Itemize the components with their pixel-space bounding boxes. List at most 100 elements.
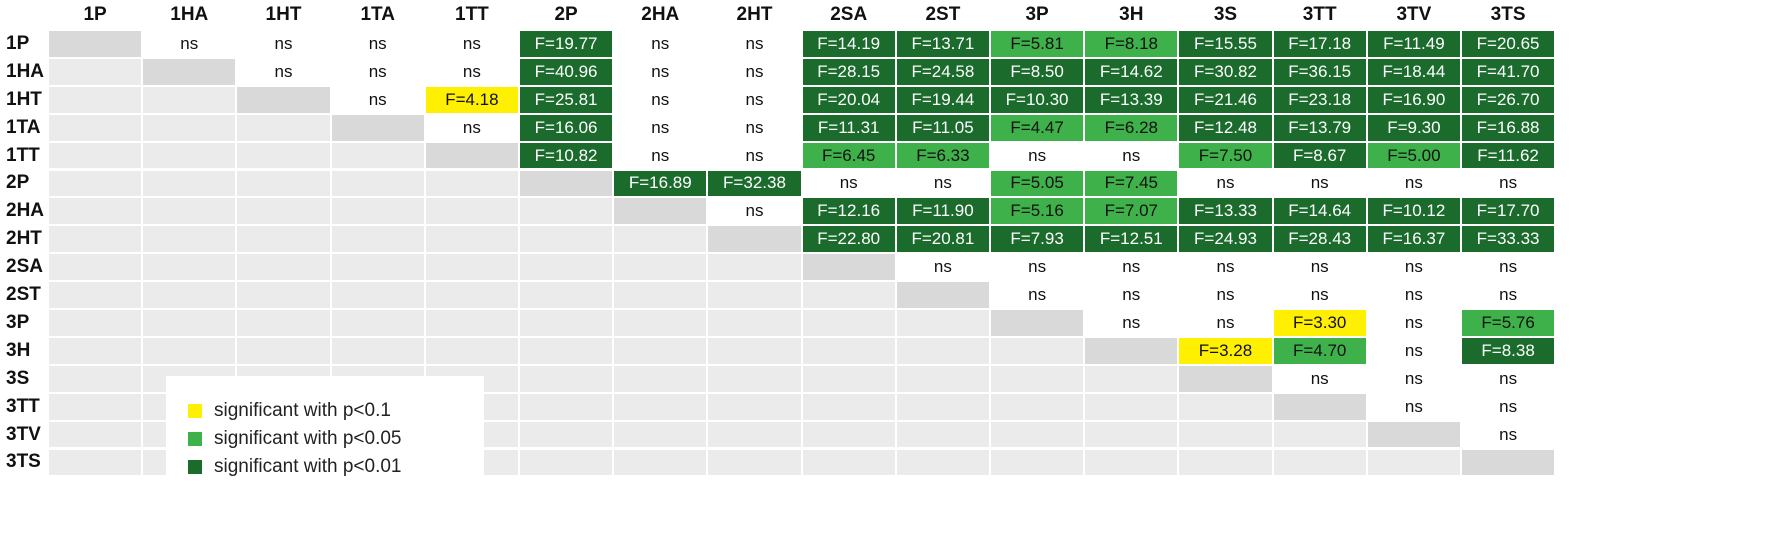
- empty-cell: [613, 336, 708, 365]
- empty-cell: [707, 309, 802, 337]
- matrix-cell: F=11.62: [1461, 141, 1556, 170]
- matrix-cell: F=5.76: [1461, 309, 1556, 337]
- legend-label: significant with p<0.01: [214, 455, 402, 477]
- empty-cell: [707, 253, 802, 282]
- matrix-cell: F=14.64: [1272, 197, 1367, 226]
- matrix-cell: F=7.07: [1084, 197, 1179, 226]
- matrix-cell: ns: [1084, 309, 1179, 337]
- empty-cell: [801, 420, 896, 449]
- empty-cell: [48, 392, 143, 421]
- column-header-2ha: 2HA: [641, 4, 680, 25]
- matrix-cell: ns: [1178, 281, 1273, 309]
- matrix-cell: F=16.90: [1366, 85, 1461, 114]
- diagonal-cell: [519, 169, 614, 198]
- matrix-cell: F=32.38: [707, 169, 802, 198]
- empty-cell: [236, 309, 331, 337]
- matrix-cell: F=19.44: [895, 85, 990, 114]
- empty-cell: [1178, 448, 1273, 477]
- empty-cell: [48, 57, 143, 86]
- matrix-cell: F=8.50: [990, 57, 1085, 86]
- empty-cell: [707, 281, 802, 309]
- empty-cell: [519, 225, 614, 254]
- matrix-cell: ns: [1178, 169, 1273, 198]
- empty-cell: [707, 420, 802, 449]
- matrix-cell: ns: [1366, 336, 1461, 365]
- empty-cell: [519, 309, 614, 337]
- row-header-1ta: 1TA: [6, 116, 41, 138]
- empty-cell: [142, 113, 237, 142]
- matrix-cell: F=16.88: [1461, 113, 1556, 142]
- empty-cell: [236, 281, 331, 309]
- matrix-cell: F=17.18: [1272, 30, 1367, 58]
- legend-item-p05: significant with p<0.05: [188, 425, 484, 453]
- empty-cell: [613, 309, 708, 337]
- matrix-cell: F=16.89: [613, 169, 708, 198]
- empty-cell: [895, 309, 990, 337]
- row-header-3tv: 3TV: [6, 423, 41, 445]
- empty-cell: [236, 197, 331, 226]
- empty-cell: [48, 141, 143, 170]
- empty-cell: [895, 392, 990, 421]
- empty-cell: [236, 141, 331, 170]
- matrix-cell: F=8.38: [1461, 336, 1556, 365]
- empty-cell: [1178, 420, 1273, 449]
- empty-cell: [801, 336, 896, 365]
- legend-item-p01: significant with p<0.01: [188, 453, 484, 481]
- matrix-cell: ns: [613, 85, 708, 114]
- empty-cell: [1084, 364, 1179, 393]
- matrix-cell: ns: [707, 85, 802, 114]
- empty-cell: [142, 253, 237, 282]
- matrix-cell: ns: [1461, 281, 1556, 309]
- matrix-cell: F=6.28: [1084, 113, 1179, 142]
- empty-cell: [142, 169, 237, 198]
- matrix-cell: F=5.16: [990, 197, 1085, 226]
- matrix-cell: ns: [236, 57, 331, 86]
- empty-cell: [142, 85, 237, 114]
- empty-cell: [801, 392, 896, 421]
- legend-label: significant with p<0.05: [214, 427, 402, 449]
- matrix-cell: F=11.31: [801, 113, 896, 142]
- diagonal-cell: [142, 57, 237, 86]
- matrix-cell: F=12.16: [801, 197, 896, 226]
- row-header-3ts: 3TS: [6, 451, 41, 473]
- column-header-1p: 1P: [83, 4, 107, 25]
- matrix-cell: ns: [1366, 253, 1461, 282]
- legend: significant with p<0.1 significant with …: [166, 376, 484, 501]
- empty-cell: [236, 225, 331, 254]
- empty-cell: [801, 281, 896, 309]
- empty-cell: [613, 420, 708, 449]
- empty-cell: [1272, 420, 1367, 449]
- matrix-cell: ns: [1366, 392, 1461, 421]
- diagonal-cell: [895, 281, 990, 309]
- column-header-1ha: 1HA: [170, 4, 209, 25]
- empty-cell: [707, 336, 802, 365]
- diagonal-cell: [1461, 448, 1556, 477]
- matrix-cell: F=24.93: [1178, 225, 1273, 254]
- row-header-2p: 2P: [6, 172, 30, 194]
- matrix-cell: F=5.81: [990, 30, 1085, 58]
- matrix-cell: ns: [707, 30, 802, 58]
- empty-cell: [330, 141, 425, 170]
- legend-swatch-light-green: [188, 431, 202, 446]
- empty-cell: [236, 169, 331, 198]
- empty-cell: [48, 225, 143, 254]
- empty-cell: [48, 364, 143, 393]
- matrix-cell: ns: [1461, 392, 1556, 421]
- empty-cell: [707, 364, 802, 393]
- empty-cell: [142, 197, 237, 226]
- diagonal-cell: [1366, 420, 1461, 449]
- diagonal-cell: [707, 225, 802, 254]
- matrix-cell: F=14.62: [1084, 57, 1179, 86]
- column-header-3p: 3P: [1025, 4, 1049, 25]
- empty-cell: [330, 253, 425, 282]
- matrix-cell: ns: [613, 141, 708, 170]
- matrix-cell: ns: [1366, 364, 1461, 393]
- empty-cell: [1178, 392, 1273, 421]
- matrix-cell: ns: [707, 57, 802, 86]
- diagonal-cell: [236, 85, 331, 114]
- empty-cell: [330, 169, 425, 198]
- legend-item-p10: significant with p<0.1: [188, 397, 484, 425]
- matrix-cell: ns: [142, 30, 237, 58]
- matrix-cell: F=16.06: [519, 113, 614, 142]
